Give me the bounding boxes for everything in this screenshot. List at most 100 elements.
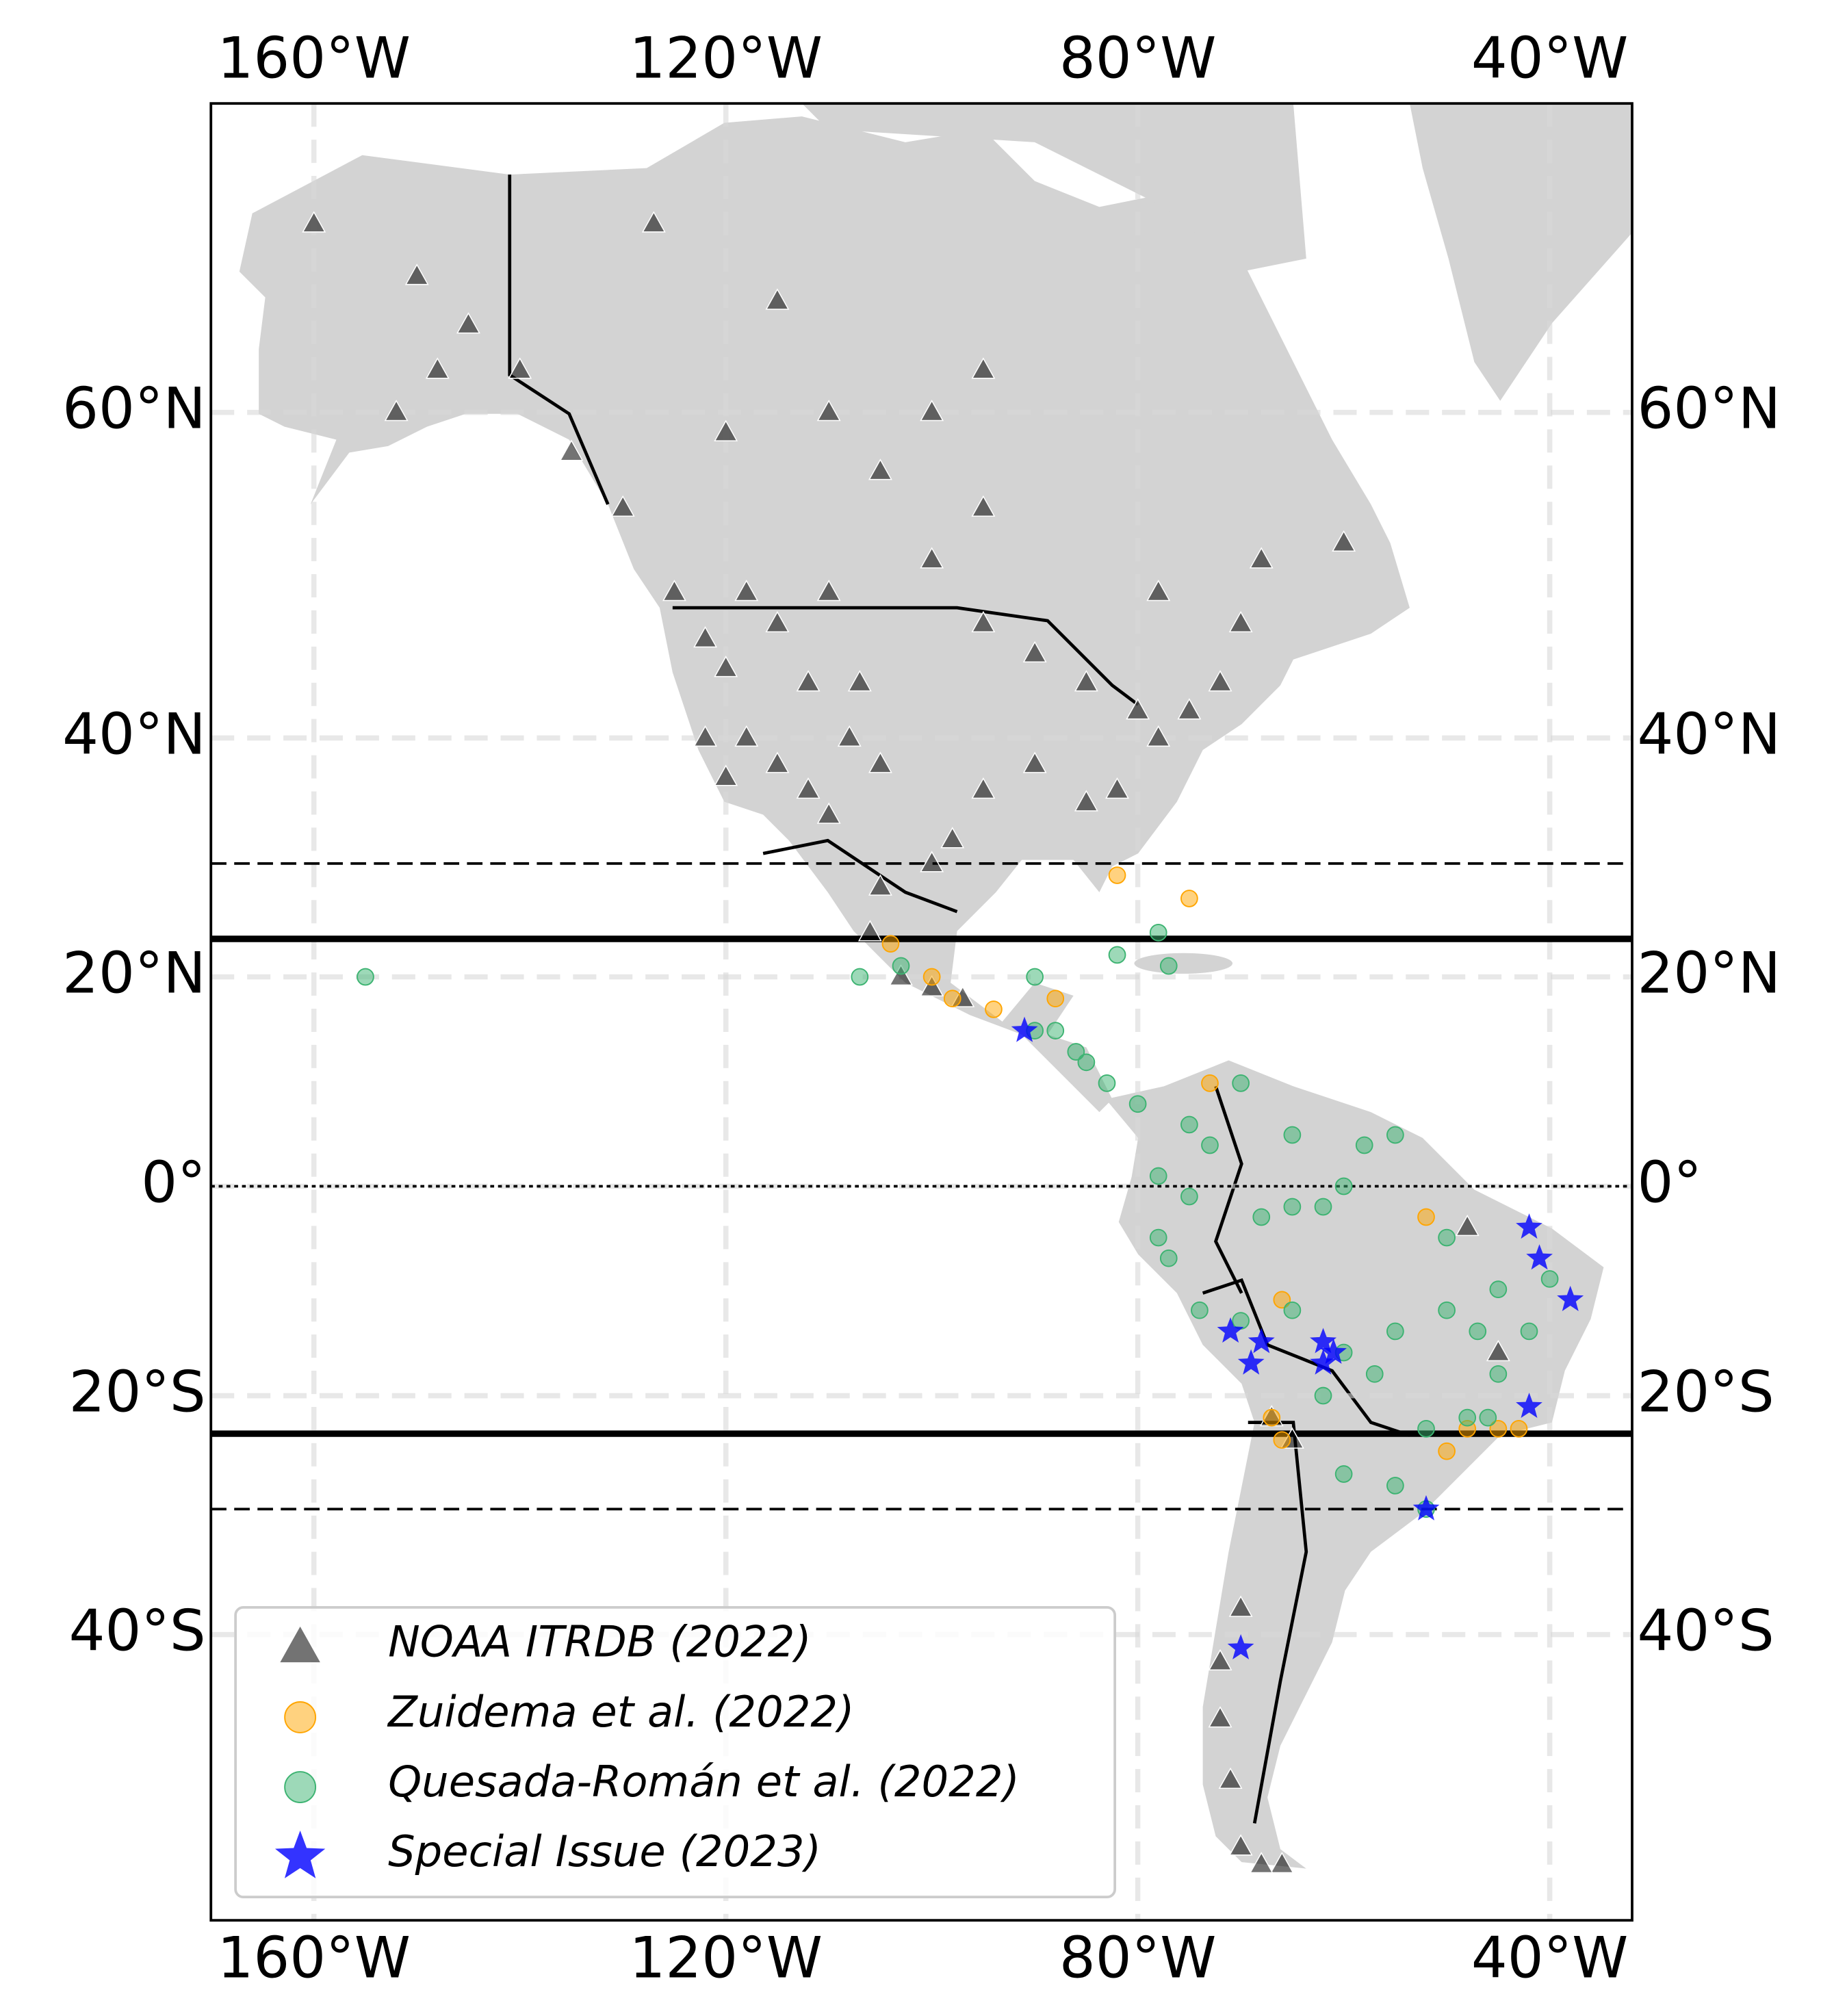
- data-point: [1386, 1322, 1404, 1341]
- legend-label: NOAA ITRDB (2022): [388, 1617, 812, 1667]
- legend[interactable]: NOAA ITRDB (2022) Zuidema et al. (2022) Qu…: [234, 1605, 1117, 1899]
- data-point: [851, 968, 869, 986]
- data-point: [1208, 1649, 1232, 1671]
- data-point: [765, 288, 790, 310]
- data-point: [1146, 725, 1171, 747]
- data-point: [1232, 1312, 1250, 1330]
- data-point: [1180, 1115, 1198, 1134]
- data-point: [734, 580, 759, 602]
- data-point: [1067, 1043, 1085, 1061]
- data-point: [1046, 990, 1065, 1008]
- land: [239, 103, 1632, 1869]
- data-point: [1489, 1365, 1508, 1383]
- x-tick-label: 160°W: [218, 25, 411, 92]
- data-point: [1149, 1167, 1167, 1185]
- data-point: [693, 725, 718, 747]
- data-point: [662, 580, 686, 602]
- data-point: [943, 990, 961, 1008]
- data-point: [985, 1000, 1003, 1018]
- data-point: [559, 439, 584, 461]
- ticks: 160°W 160°W 120°W 120°W 80°W 80°W 40°W 40°W 60°N…: [62, 25, 1781, 1991]
- data-point: [1227, 1633, 1254, 1659]
- data-point: [1263, 1408, 1281, 1427]
- data-point: [1355, 1136, 1373, 1154]
- data-point: [1365, 1365, 1384, 1383]
- data-point: [765, 751, 790, 773]
- data-point: [1332, 530, 1356, 552]
- legend-marker: [274, 1831, 326, 1878]
- legend-label: Zuidema et al. (2022): [387, 1687, 854, 1737]
- y-tick-label: 60°N: [62, 376, 206, 442]
- data-point: [1438, 1442, 1456, 1460]
- data-point: [1310, 1328, 1337, 1354]
- data-point: [1283, 1198, 1302, 1216]
- data-point: [1208, 670, 1232, 692]
- data-point: [1469, 1322, 1487, 1341]
- data-point: [384, 400, 409, 422]
- data-point: [796, 670, 821, 692]
- data-point: [1386, 1126, 1404, 1144]
- legend-label: Special Issue (2023): [388, 1826, 821, 1876]
- data-point: [357, 968, 374, 986]
- data-point: [1218, 1767, 1243, 1789]
- data-point: [1273, 1291, 1291, 1309]
- points: [302, 211, 1584, 1874]
- data-point: [1248, 1328, 1275, 1354]
- data-point: [765, 610, 790, 633]
- data-point: [508, 357, 532, 379]
- x-tick-label: 80°W: [1059, 1925, 1217, 1991]
- data-point: [1026, 968, 1044, 986]
- data-point: [1201, 1136, 1219, 1154]
- data-point: [1108, 866, 1126, 884]
- y-tick-label: 40°S: [1638, 1598, 1774, 1664]
- y-tick-label: 20°N: [1638, 940, 1781, 1006]
- data-point: [1249, 547, 1274, 569]
- data-point: [1249, 1852, 1274, 1874]
- data-point: [1386, 1477, 1404, 1495]
- data-point: [1191, 1301, 1209, 1319]
- data-point: [734, 725, 759, 747]
- data-point: [922, 968, 941, 986]
- x-tick-label: 120°W: [629, 25, 822, 92]
- data-point: [1520, 1322, 1538, 1341]
- data-point: [1438, 1301, 1456, 1319]
- data-point: [1228, 1834, 1253, 1856]
- data-point: [1412, 1495, 1440, 1521]
- data-point: [1526, 1244, 1553, 1270]
- data-point: [1557, 1285, 1584, 1311]
- legend-marker: [278, 1624, 322, 1664]
- data-point: [1022, 641, 1047, 662]
- data-point: [1077, 1053, 1096, 1072]
- data-point: [837, 725, 862, 747]
- data-point: [1180, 890, 1198, 907]
- data-point: [1105, 777, 1129, 799]
- border: [1213, 1085, 1243, 1294]
- data-point: [1438, 1228, 1456, 1247]
- data-point: [1334, 1177, 1353, 1196]
- legend-box: [234, 1605, 1117, 1899]
- data-point: [1232, 1074, 1250, 1092]
- data-point: [971, 610, 996, 633]
- data-point: [1417, 1420, 1435, 1438]
- data-point: [456, 312, 480, 334]
- data-point: [816, 802, 841, 824]
- data-point: [1516, 1393, 1542, 1419]
- data-point: [404, 263, 429, 285]
- data-point: [1074, 670, 1098, 692]
- data-point: [1228, 1595, 1253, 1617]
- legend-marker: [284, 1771, 317, 1803]
- data-point: [1283, 1301, 1302, 1319]
- data-point: [714, 656, 738, 677]
- data-point: [971, 495, 996, 517]
- greenland: [1409, 103, 1632, 401]
- data-point: [1108, 946, 1126, 964]
- data-point: [1011, 1016, 1038, 1042]
- data-point: [714, 419, 738, 441]
- data-point: [1486, 1339, 1510, 1362]
- data-point: [1098, 1074, 1116, 1092]
- data-point: [1417, 1208, 1435, 1226]
- data-point: [1180, 1187, 1198, 1206]
- reference-lines: [211, 862, 1632, 1511]
- data-point: [1320, 1339, 1347, 1365]
- border: [672, 606, 1139, 706]
